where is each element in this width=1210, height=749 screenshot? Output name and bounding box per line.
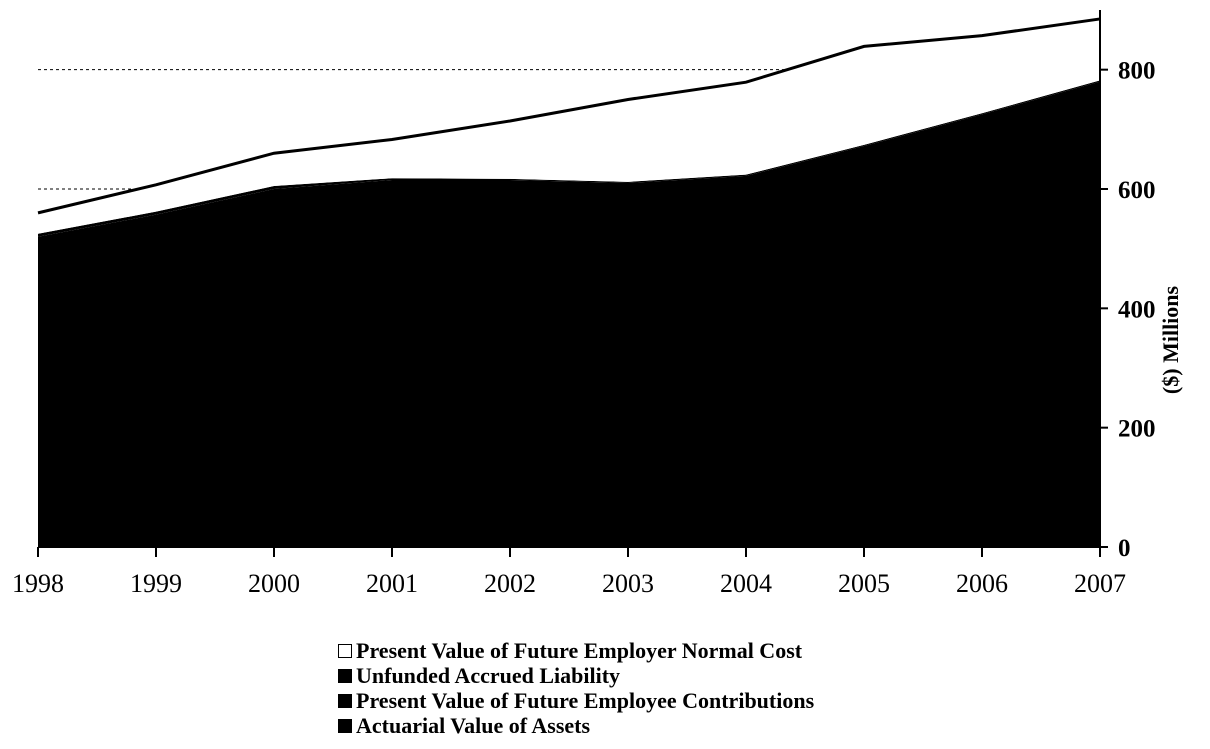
area-series-0 <box>38 81 1100 547</box>
legend-item: Present Value of Future Employee Contrib… <box>338 688 958 713</box>
x-tick-label: 2001 <box>366 569 418 598</box>
x-tick-label: 1998 <box>12 569 64 598</box>
legend-item: Unfunded Accrued Liability <box>338 663 958 688</box>
legend-item: Present Value of Future Employer Normal … <box>338 638 958 663</box>
legend-swatch-employee-contributions <box>338 693 352 708</box>
legend-label: Unfunded Accrued Liability <box>356 663 621 688</box>
legend-swatch-unfunded-liability <box>338 668 352 683</box>
y-tick-label: 400 <box>1118 296 1156 323</box>
chart-areas <box>38 10 1100 547</box>
x-tick-label: 2005 <box>838 569 890 598</box>
y-tick-label: 200 <box>1118 416 1156 443</box>
area-series-3 <box>38 18 1100 234</box>
x-tick-label: 2000 <box>248 569 300 598</box>
chart-top-outline <box>37 17 1101 215</box>
total-outline <box>37 17 1101 215</box>
y-axis-ticks: 0 200 400 600 800 <box>1100 58 1156 562</box>
chart-gridlines <box>38 69 790 190</box>
y-tick-label: 800 <box>1118 58 1156 85</box>
y-tick-label: 600 <box>1118 177 1156 204</box>
legend-swatch-actuarial-assets <box>338 718 352 733</box>
y-axis-title: ($) Millions <box>1158 285 1183 394</box>
legend-item: Actuarial Value of Assets <box>338 713 958 738</box>
x-tick-label: 2006 <box>956 569 1008 598</box>
x-tick-label: 2002 <box>484 569 536 598</box>
legend-label: Present Value of Future Employee Contrib… <box>356 688 815 713</box>
legend-label: Present Value of Future Employer Normal … <box>356 638 803 663</box>
legend-label: Actuarial Value of Assets <box>356 713 591 738</box>
y-tick-label: 0 <box>1118 535 1131 562</box>
x-tick-label: 2007 <box>1074 569 1126 598</box>
legend: Present Value of Future Employer Normal … <box>338 638 958 738</box>
chart-axes <box>38 10 1101 548</box>
x-axis-ticks: 1998 1999 2000 2001 2002 2003 2004 2005 2006 2007 <box>12 547 1126 598</box>
x-tick-label: 2003 <box>602 569 654 598</box>
legend-swatch-employer-normal-cost <box>338 643 352 658</box>
x-tick-label: 1999 <box>130 569 182 598</box>
x-tick-label: 2004 <box>720 569 772 598</box>
